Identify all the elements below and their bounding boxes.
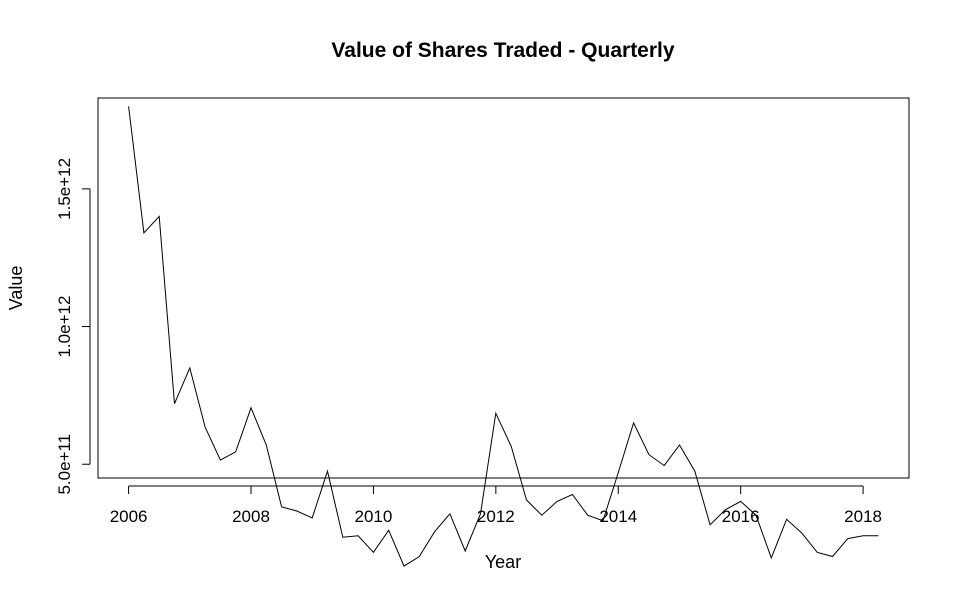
data-point [342,537,343,538]
y-axis: 5.0e+11 1.0e+12 1.5e+12 [55,158,91,495]
x-tick-label: 2018 [844,507,882,526]
data-point [511,446,512,447]
x-tick-label: 2010 [355,507,393,526]
plot-frame [97,97,910,479]
data-point [449,513,450,514]
data-point [679,444,680,445]
data-point [205,426,206,427]
data-point [572,494,573,495]
data-point [633,422,634,423]
x-tick-label: 2016 [722,507,760,526]
data-point [648,454,649,455]
data-point [434,531,435,532]
data-point [878,535,879,536]
data-point [725,509,726,510]
data-point [755,515,756,516]
data-point [541,515,542,516]
data-point [602,520,603,521]
data-point [817,552,818,553]
data-point [801,532,802,533]
data-point [786,519,787,520]
data-points [128,106,879,567]
data-point [189,367,190,368]
data-point [373,552,374,553]
data-point [480,513,481,514]
series-line-value [128,106,879,567]
data-point [296,510,297,511]
data-point [388,530,389,531]
x-tick-label: 2008 [232,507,270,526]
x-tick-label: 2014 [599,507,637,526]
data-point [847,538,848,539]
y-tick-label: 5.0e+11 [55,434,74,495]
chart-title: Value of Shares Traded - Quarterly [331,39,674,62]
data-point [327,471,328,472]
x-axis: 2006 2008 2010 2012 2014 2016 2018 [110,485,882,526]
y-tick-label: 1.5e+12 [55,158,74,220]
data-point [419,556,420,557]
data-point [266,444,267,445]
x-tick-label: 2012 [477,507,515,526]
data-point [281,506,282,507]
data-point [587,515,588,516]
data-point [128,106,129,107]
data-point [556,501,557,502]
x-axis-label: Year [485,552,521,572]
y-axis-label: Value [6,266,26,311]
data-point [174,403,175,404]
y-tick-label: 1.0e+12 [55,296,74,358]
data-point [403,566,404,567]
x-tick-label: 2006 [110,507,148,526]
data-point [358,535,359,536]
data-point [465,550,466,551]
data-point [832,556,833,557]
data-point [664,465,665,466]
data-point [495,413,496,414]
data-point [159,216,160,217]
data-point [312,517,313,518]
data-point [709,524,710,525]
data-point [862,535,863,536]
data-point [740,501,741,502]
data-point [526,499,527,500]
data-point [618,472,619,473]
data-point [143,232,144,233]
data-point [694,471,695,472]
data-point [250,407,251,408]
data-point [220,460,221,461]
data-point [771,557,772,558]
data-point [235,451,236,452]
